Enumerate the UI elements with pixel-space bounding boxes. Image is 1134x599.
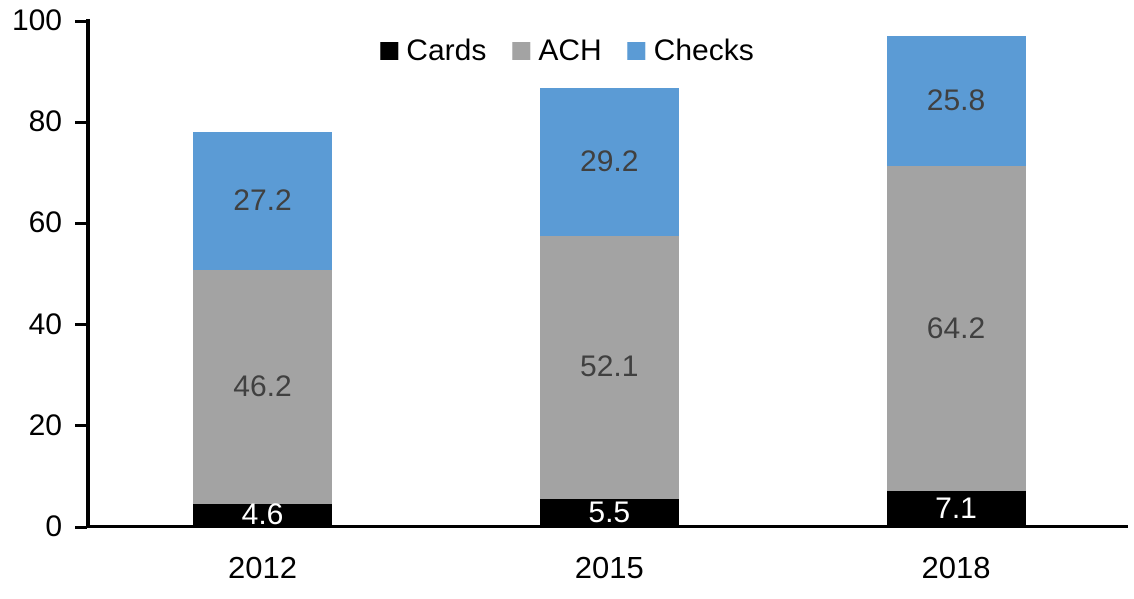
bar-segment-checks-2012: 27.2 [193,132,332,270]
bar-segment-checks-2015: 29.2 [539,87,679,236]
bar-segment-value-ach-2015: 52.1 [580,350,639,384]
legend-swatch-checks [627,42,646,60]
y-tick-80 [75,120,87,124]
y-tick-label-0: 0 [45,510,62,543]
y-tick-label-100: 100 [11,4,62,37]
legend-label-cards: Cards [406,34,487,67]
bar-segment-value-cards-2015: 5.5 [588,496,631,530]
y-tick-60 [75,221,87,225]
y-tick-100 [75,19,87,23]
y-tick-label-60: 60 [28,206,62,240]
y-tick-20 [75,424,87,428]
y-axis-line [86,19,90,528]
y-tick-label-40: 40 [28,307,62,341]
y-tick-label-20: 20 [28,408,62,442]
legend: Cards ACH Checks [380,34,754,67]
bar-segment-value-cards-2012: 4.6 [241,498,284,532]
legend-item-cards: Cards [380,36,486,66]
bar-segment-value-checks-2015: 29.2 [580,144,639,178]
bar-segment-value-ach-2012: 46.2 [233,369,292,403]
bar-segment-value-checks-2018: 25.8 [926,83,986,117]
legend-item-ach: ACH [512,34,602,67]
bar-segment-cards-2015: 5.5 [539,496,679,530]
y-tick-label-80: 80 [28,105,62,139]
x-category-label-2015: 2015 [574,550,644,585]
bar-segment-cards-2012: 4.6 [193,500,332,530]
bar-segment-ach-2012: 46.2 [193,269,332,504]
x-category-label-2018: 2018 [921,550,991,585]
bar-segment-ach-2018: 64.2 [886,166,1026,492]
y-tick-40 [75,323,87,327]
x-category-label-2012: 2012 [228,550,297,585]
bar-segment-value-checks-2012: 27.2 [233,184,292,218]
bar-segment-ach-2015: 52.1 [539,235,679,500]
legend-label-ach: ACH [538,34,602,67]
bar-segment-value-cards-2018: 7.1 [935,492,977,526]
y-tick-0 [75,525,87,529]
bar-segment-checks-2018: 25.8 [886,35,1026,167]
legend-label-checks: Checks [653,34,754,67]
bar-segment-value-ach-2018: 64.2 [926,311,986,345]
legend-swatch-cards [380,42,399,60]
bar-segment-cards-2018: 7.1 [886,491,1026,527]
legend-swatch-ach [512,42,531,60]
legend-item-checks: Checks [627,34,754,67]
